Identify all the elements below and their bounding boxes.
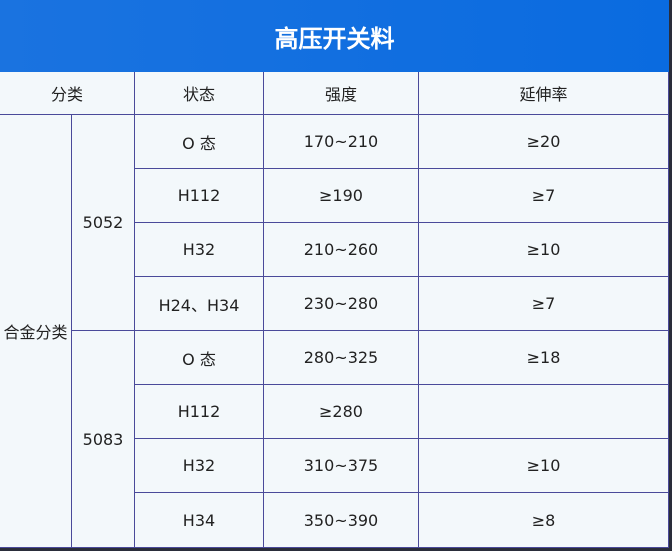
elongation-cell: ≥7	[419, 277, 669, 331]
state-cell: H112	[135, 169, 264, 223]
state-cell: O 态	[135, 115, 264, 169]
header-strength: 强度	[264, 72, 419, 115]
strength-cell: 170~210	[264, 115, 419, 169]
elongation-cell: ≥20	[419, 115, 669, 169]
header-category: 分类	[0, 72, 135, 115]
elongation-cell: ≥10	[419, 439, 669, 493]
state-cell: O 态	[135, 331, 264, 385]
state-cell: H34	[135, 493, 264, 548]
state-cell: H32	[135, 223, 264, 277]
elongation-cell: ≥18	[419, 331, 669, 385]
elongation-cell: ≥10	[419, 223, 669, 277]
state-cell: H24、H34	[135, 277, 264, 331]
header-state: 状态	[135, 72, 264, 115]
elongation-cell: ≥8	[419, 493, 669, 548]
table-title: 高压开关料	[0, 0, 669, 72]
strength-cell: ≥280	[264, 385, 419, 439]
strength-cell: 310~375	[264, 439, 419, 493]
elongation-cell	[419, 385, 669, 439]
strength-cell: 210~260	[264, 223, 419, 277]
elongation-cell: ≥7	[419, 169, 669, 223]
alloy-cell: 5083	[72, 331, 135, 548]
category-cell: 合金分类	[0, 115, 72, 548]
state-cell: H112	[135, 385, 264, 439]
strength-cell: ≥190	[264, 169, 419, 223]
alloy-cell: 5052	[72, 115, 135, 331]
state-cell: H32	[135, 439, 264, 493]
header-elongation: 延伸率	[419, 72, 669, 115]
strength-cell: 230~280	[264, 277, 419, 331]
strength-cell: 350~390	[264, 493, 419, 548]
strength-cell: 280~325	[264, 331, 419, 385]
